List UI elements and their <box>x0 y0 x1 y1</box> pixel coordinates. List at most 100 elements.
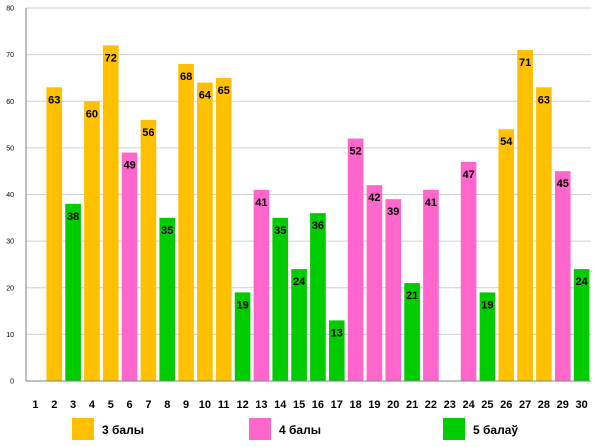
data-label-18: 52 <box>349 146 361 158</box>
x-tick-label: 24 <box>462 399 475 411</box>
legend-swatch-4 <box>249 418 271 440</box>
x-tick-label: 8 <box>164 399 170 411</box>
bar-10 <box>197 82 213 381</box>
y-tick-label: 80 <box>6 6 14 13</box>
data-label-28: 63 <box>538 94 550 106</box>
x-tick-label: 5 <box>108 399 114 411</box>
data-label-12: 19 <box>236 299 248 311</box>
bar-21 <box>404 283 420 381</box>
x-tick-label: 15 <box>293 399 305 411</box>
data-label-4: 60 <box>86 108 98 120</box>
y-tick-label: 50 <box>6 145 14 152</box>
gridlines <box>26 7 591 335</box>
x-tick-label: 28 <box>538 399 550 411</box>
x-tick-label: 17 <box>331 399 343 411</box>
data-label-13: 41 <box>255 197 267 209</box>
bar-16 <box>310 213 326 381</box>
bar-19 <box>366 185 383 381</box>
bar-13 <box>253 189 270 381</box>
data-label-20: 39 <box>387 206 399 218</box>
bar-5 <box>102 45 119 382</box>
data-label-9: 68 <box>180 71 192 83</box>
data-labels: 63 38 60 72 49 56 35 68 64 65 19 41 35 24 36 13 52 42 39 21… <box>48 52 588 339</box>
bar-25 <box>479 292 496 381</box>
bar-12 <box>234 292 251 381</box>
data-label-24: 47 <box>462 169 474 181</box>
data-label-7: 56 <box>142 127 154 139</box>
bar-26 <box>498 129 515 381</box>
legend-swatch-5 <box>443 418 465 440</box>
bar-6 <box>121 152 138 381</box>
x-tick-label: 1 <box>32 399 38 411</box>
bar-2 <box>46 87 63 381</box>
bar-28 <box>536 87 552 381</box>
y-axis-ticks: 0 10 20 30 40 50 60 70 80 <box>6 6 14 386</box>
x-tick-label: 12 <box>236 399 248 411</box>
data-label-19: 42 <box>368 192 380 204</box>
bar-3 <box>65 203 81 381</box>
bar-18 <box>347 138 364 381</box>
data-label-5: 72 <box>105 52 117 64</box>
y-tick-label: 40 <box>6 192 14 199</box>
x-tick-label: 22 <box>425 399 437 411</box>
x-tick-label: 6 <box>127 399 133 411</box>
data-label-15: 24 <box>293 276 306 288</box>
x-tick-label: 14 <box>274 399 287 411</box>
x-tick-label: 29 <box>557 399 569 411</box>
x-tick-label: 11 <box>218 399 230 411</box>
data-label-14: 35 <box>274 225 286 237</box>
bar-30 <box>573 269 590 381</box>
x-tick-label: 4 <box>89 399 96 411</box>
data-label-10: 64 <box>199 90 212 102</box>
x-tick-label: 30 <box>575 399 587 411</box>
x-tick-label: 18 <box>349 399 361 411</box>
x-tick-label: 10 <box>199 399 211 411</box>
x-tick-label: 3 <box>70 399 76 411</box>
data-label-27: 71 <box>519 57 531 69</box>
bar-24 <box>460 161 477 381</box>
y-tick-label: 70 <box>6 52 14 59</box>
data-label-22: 41 <box>425 197 437 209</box>
x-axis-ticks: 1 2 3 4 5 6 7 8 9 10 11 12 13 14 15 16 17 18 19 20 21 22 23 24 2… <box>32 399 587 411</box>
data-label-3: 38 <box>67 211 79 223</box>
legend: 3 балы 4 балы 5 балаў <box>72 418 518 440</box>
bar-20 <box>385 199 402 381</box>
bar-22 <box>423 189 439 381</box>
data-label-8: 35 <box>161 225 173 237</box>
data-label-26: 54 <box>500 136 513 148</box>
data-label-25: 19 <box>481 299 493 311</box>
bars <box>46 45 590 382</box>
legend-label-3: 3 балы <box>102 423 144 437</box>
data-label-17: 13 <box>331 327 343 339</box>
bar-17 <box>328 320 345 381</box>
bar-14 <box>272 217 289 381</box>
y-tick-label: 60 <box>6 99 14 106</box>
bar-11 <box>215 77 232 381</box>
legend-label-4: 4 балы <box>279 423 321 437</box>
x-tick-label: 26 <box>500 399 512 411</box>
x-tick-label: 20 <box>387 399 399 411</box>
axes <box>25 8 591 382</box>
x-tick-label: 25 <box>481 399 493 411</box>
data-label-6: 49 <box>123 160 135 172</box>
x-tick-label: 19 <box>368 399 380 411</box>
data-label-29: 45 <box>557 178 569 190</box>
bar-9 <box>178 63 194 381</box>
data-label-30: 24 <box>575 276 588 288</box>
y-tick-label: 30 <box>6 239 14 246</box>
bar-15 <box>291 269 307 381</box>
y-tick-label: 10 <box>6 332 14 339</box>
bar-7 <box>140 119 157 382</box>
x-tick-label: 7 <box>145 399 151 411</box>
bar-4 <box>84 101 100 381</box>
data-label-21: 21 <box>406 290 418 302</box>
x-tick-label: 23 <box>444 399 456 411</box>
bar-27 <box>517 49 533 382</box>
bar-8 <box>159 217 176 381</box>
data-label-2: 63 <box>48 94 60 106</box>
x-tick-label: 27 <box>519 399 531 411</box>
data-label-16: 36 <box>312 220 324 232</box>
x-tick-label: 13 <box>255 399 267 411</box>
bar-29 <box>554 171 571 381</box>
